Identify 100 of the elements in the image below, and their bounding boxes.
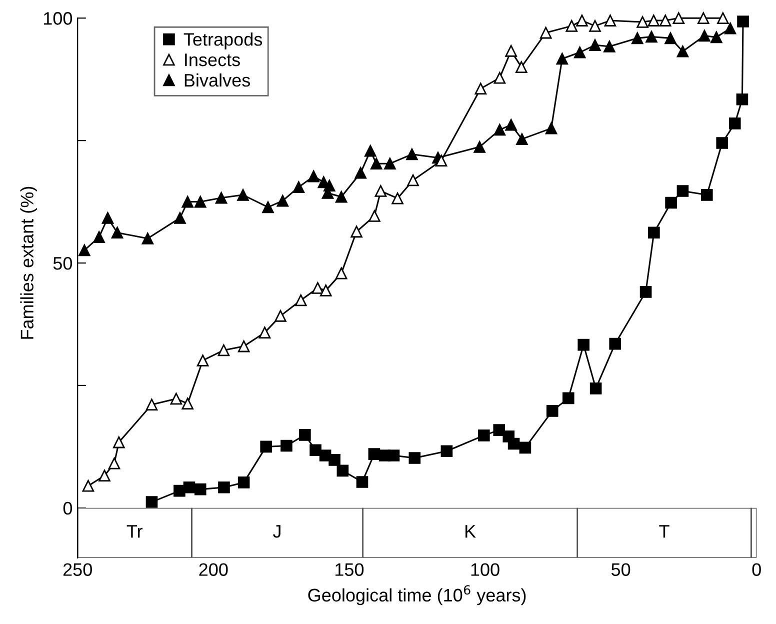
- point: [540, 26, 552, 39]
- point: [82, 480, 94, 492]
- point: [368, 210, 380, 222]
- point: [93, 231, 105, 243]
- point: [589, 39, 601, 51]
- point: [604, 14, 616, 26]
- point: [578, 338, 590, 351]
- point: [170, 392, 182, 405]
- x-tick-label: 50: [611, 563, 630, 576]
- point: [328, 454, 340, 466]
- point: [672, 12, 685, 24]
- point: [494, 124, 506, 136]
- point: [545, 122, 558, 134]
- point: [408, 452, 421, 464]
- point: [368, 448, 380, 460]
- x-axis-title: Geological time (10$^{6}$ years): [308, 585, 526, 606]
- y-tick-label: 100: [44, 12, 72, 25]
- point: [515, 61, 528, 73]
- point: [724, 22, 736, 34]
- point: [676, 46, 689, 58]
- point: [505, 118, 517, 131]
- point: [478, 430, 490, 442]
- point: [374, 185, 387, 197]
- point: [640, 286, 652, 298]
- point: [716, 137, 728, 149]
- point: [676, 185, 689, 197]
- point: [700, 189, 713, 201]
- point: [146, 496, 158, 508]
- point: [102, 212, 114, 224]
- data-label: K: [466, 525, 476, 538]
- point: [505, 45, 517, 57]
- point: [664, 32, 676, 44]
- point: [196, 354, 209, 366]
- point: [312, 282, 324, 294]
- point: [392, 192, 404, 204]
- point: [292, 181, 305, 193]
- point: [659, 14, 672, 26]
- point: [238, 476, 250, 488]
- x-tick-label: 100: [471, 563, 500, 576]
- point: [737, 16, 749, 28]
- point: [370, 158, 382, 170]
- point: [590, 382, 602, 394]
- point: [356, 476, 368, 488]
- point: [174, 212, 186, 224]
- point: [182, 196, 194, 208]
- point: [183, 481, 196, 494]
- point: [262, 201, 274, 214]
- point: [276, 194, 289, 207]
- point: [576, 14, 588, 26]
- point: [320, 284, 332, 296]
- point: [215, 192, 228, 204]
- y-axis-title: Families extant (%): [20, 186, 38, 339]
- x-tick-label: 0: [752, 563, 761, 576]
- point: [238, 340, 250, 352]
- point: [98, 470, 110, 482]
- point: [648, 226, 660, 239]
- y-tick-label: 0: [63, 502, 72, 515]
- point: [310, 444, 322, 456]
- point: [354, 166, 367, 179]
- point: [299, 429, 311, 441]
- point: [589, 20, 601, 32]
- point: [218, 481, 230, 494]
- legend-label: Bivalves: [184, 73, 250, 87]
- point: [182, 398, 194, 410]
- point: [648, 14, 660, 26]
- data-label: J: [272, 525, 280, 538]
- data-label: T: [659, 525, 670, 538]
- point: [546, 405, 558, 417]
- point: [194, 196, 206, 208]
- point: [698, 30, 710, 42]
- point: [710, 31, 722, 44]
- point: [665, 196, 677, 209]
- point: [736, 94, 748, 106]
- legend-label: Insects: [185, 54, 240, 66]
- point: [111, 226, 124, 239]
- point: [508, 438, 520, 450]
- point: [280, 440, 292, 452]
- point: [384, 158, 396, 170]
- point: [218, 344, 230, 356]
- point: [435, 154, 448, 167]
- point: [574, 46, 586, 58]
- point: [258, 326, 271, 338]
- x-tick-label: 150: [336, 563, 364, 576]
- point: [335, 190, 348, 203]
- point: [519, 442, 532, 454]
- x-tick-label: 250: [63, 563, 92, 576]
- point: [646, 30, 658, 43]
- point: [142, 232, 154, 244]
- x-tick-label: 200: [199, 563, 228, 576]
- point: [194, 483, 206, 496]
- point: [336, 464, 349, 477]
- point: [631, 32, 644, 44]
- legend-label: Tetrapods: [184, 32, 262, 50]
- y-tick-label: 50: [53, 256, 72, 270]
- point: [350, 226, 362, 238]
- point: [494, 72, 506, 84]
- point: [603, 40, 616, 52]
- point: [556, 52, 568, 65]
- point: [294, 294, 307, 306]
- point: [388, 450, 400, 462]
